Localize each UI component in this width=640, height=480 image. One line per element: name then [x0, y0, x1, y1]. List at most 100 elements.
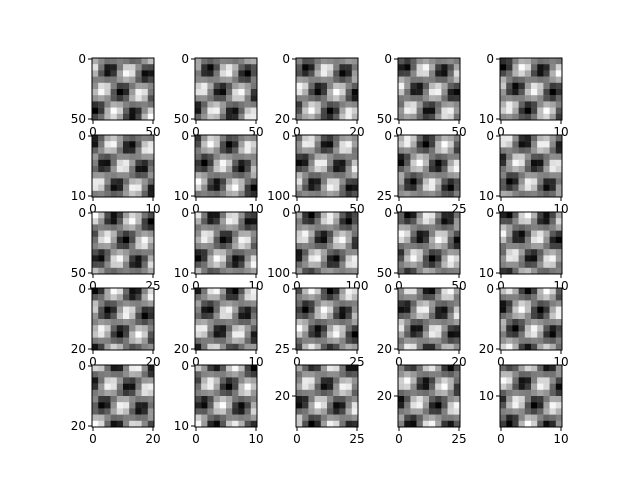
pixel-block — [398, 365, 405, 372]
pixel-block — [92, 383, 99, 390]
pixel-block — [345, 153, 352, 160]
pixel-block — [201, 153, 208, 160]
pixel-block — [333, 243, 340, 250]
pixel-block — [339, 402, 346, 409]
pixel-block — [250, 64, 257, 71]
pixel-block — [416, 236, 423, 244]
pixel-block — [141, 288, 148, 295]
pixel-block — [453, 82, 460, 90]
pixel-block — [141, 107, 148, 114]
pixel-block — [447, 365, 454, 372]
pixel-block — [339, 95, 346, 102]
pixel-block — [524, 389, 532, 397]
pixel-block — [232, 113, 239, 120]
pixel-block — [147, 190, 154, 197]
pixel-block — [422, 166, 430, 173]
pixel-block — [147, 101, 154, 108]
pixel-block — [531, 159, 538, 167]
pixel-block — [518, 76, 525, 83]
pixel-block — [98, 389, 105, 397]
pixel-block — [314, 300, 321, 307]
pixel-block — [92, 267, 99, 274]
pixel-block — [98, 261, 105, 268]
pixel-block — [549, 267, 556, 274]
pixel-block — [351, 101, 358, 108]
y-tick-label: 0 — [78, 129, 86, 143]
pixel-block — [453, 224, 460, 231]
pixel-block — [549, 230, 556, 237]
pixel-block — [339, 319, 346, 326]
pixel-block — [398, 141, 405, 148]
pixel-block — [555, 218, 562, 225]
pixel-block — [410, 408, 417, 415]
pixel-block — [201, 331, 208, 338]
pixel-block — [250, 255, 257, 262]
pixel-block — [345, 218, 352, 225]
pixel-block — [351, 147, 358, 154]
pixel-block — [195, 159, 202, 167]
pixel-block — [512, 261, 519, 268]
pixel-block — [537, 331, 544, 338]
pixel-block — [506, 371, 513, 378]
pixel-block — [92, 89, 99, 96]
pixel-block — [441, 377, 448, 384]
pixel-block — [506, 325, 513, 332]
pixel-block — [410, 147, 417, 154]
pixel-block — [543, 82, 550, 90]
pixel-block — [141, 255, 148, 262]
pixel-block — [104, 236, 111, 244]
pixel-block — [201, 261, 208, 268]
pixel-block — [537, 408, 544, 415]
pixel-block — [512, 288, 519, 295]
pixel-block — [238, 159, 245, 167]
pixel-block — [555, 224, 562, 231]
pixel-block — [116, 255, 124, 262]
pixel-block — [147, 172, 154, 179]
pixel-block — [244, 64, 251, 71]
pixel-block — [327, 331, 334, 338]
pixel-block — [537, 325, 544, 332]
pixel-block — [302, 306, 309, 313]
pixel-block — [524, 420, 532, 427]
pixel-block — [201, 408, 208, 415]
pixel-block — [98, 267, 105, 274]
pixel-block — [92, 218, 99, 225]
pixel-block — [327, 230, 334, 237]
pixel-block — [250, 319, 257, 326]
pixel-block — [416, 377, 423, 384]
pixel-block — [116, 82, 124, 90]
pixel-block — [500, 267, 507, 274]
pixel-block — [147, 261, 154, 268]
pixel-block — [512, 76, 519, 83]
pixel-block — [92, 396, 99, 403]
pixel-block — [147, 159, 154, 167]
pixel-block — [345, 76, 352, 83]
pixel-block — [195, 408, 202, 415]
pixel-block — [296, 294, 303, 301]
y-tick-label: 100 — [267, 266, 290, 280]
pixel-block — [537, 319, 544, 326]
pixel-block — [398, 267, 405, 274]
pixel-block — [104, 294, 111, 301]
pixel-block — [333, 95, 340, 102]
pixel-block — [339, 113, 346, 120]
pixel-block — [555, 408, 562, 415]
pixel-block — [524, 249, 532, 256]
pixel-block — [129, 107, 136, 114]
pixel-block — [244, 300, 251, 307]
pixel-block — [429, 420, 436, 427]
pixel-block — [422, 255, 430, 262]
pixel-block — [141, 76, 148, 83]
pixel-block — [302, 230, 309, 237]
pixel-block — [104, 218, 111, 225]
pixel-block — [244, 190, 251, 197]
pixel-block — [207, 371, 214, 378]
pixel-block — [512, 319, 519, 326]
pixel-block — [447, 70, 454, 77]
pixel-block — [213, 172, 220, 179]
pixel-block — [543, 371, 550, 378]
pixel-block — [333, 230, 340, 237]
